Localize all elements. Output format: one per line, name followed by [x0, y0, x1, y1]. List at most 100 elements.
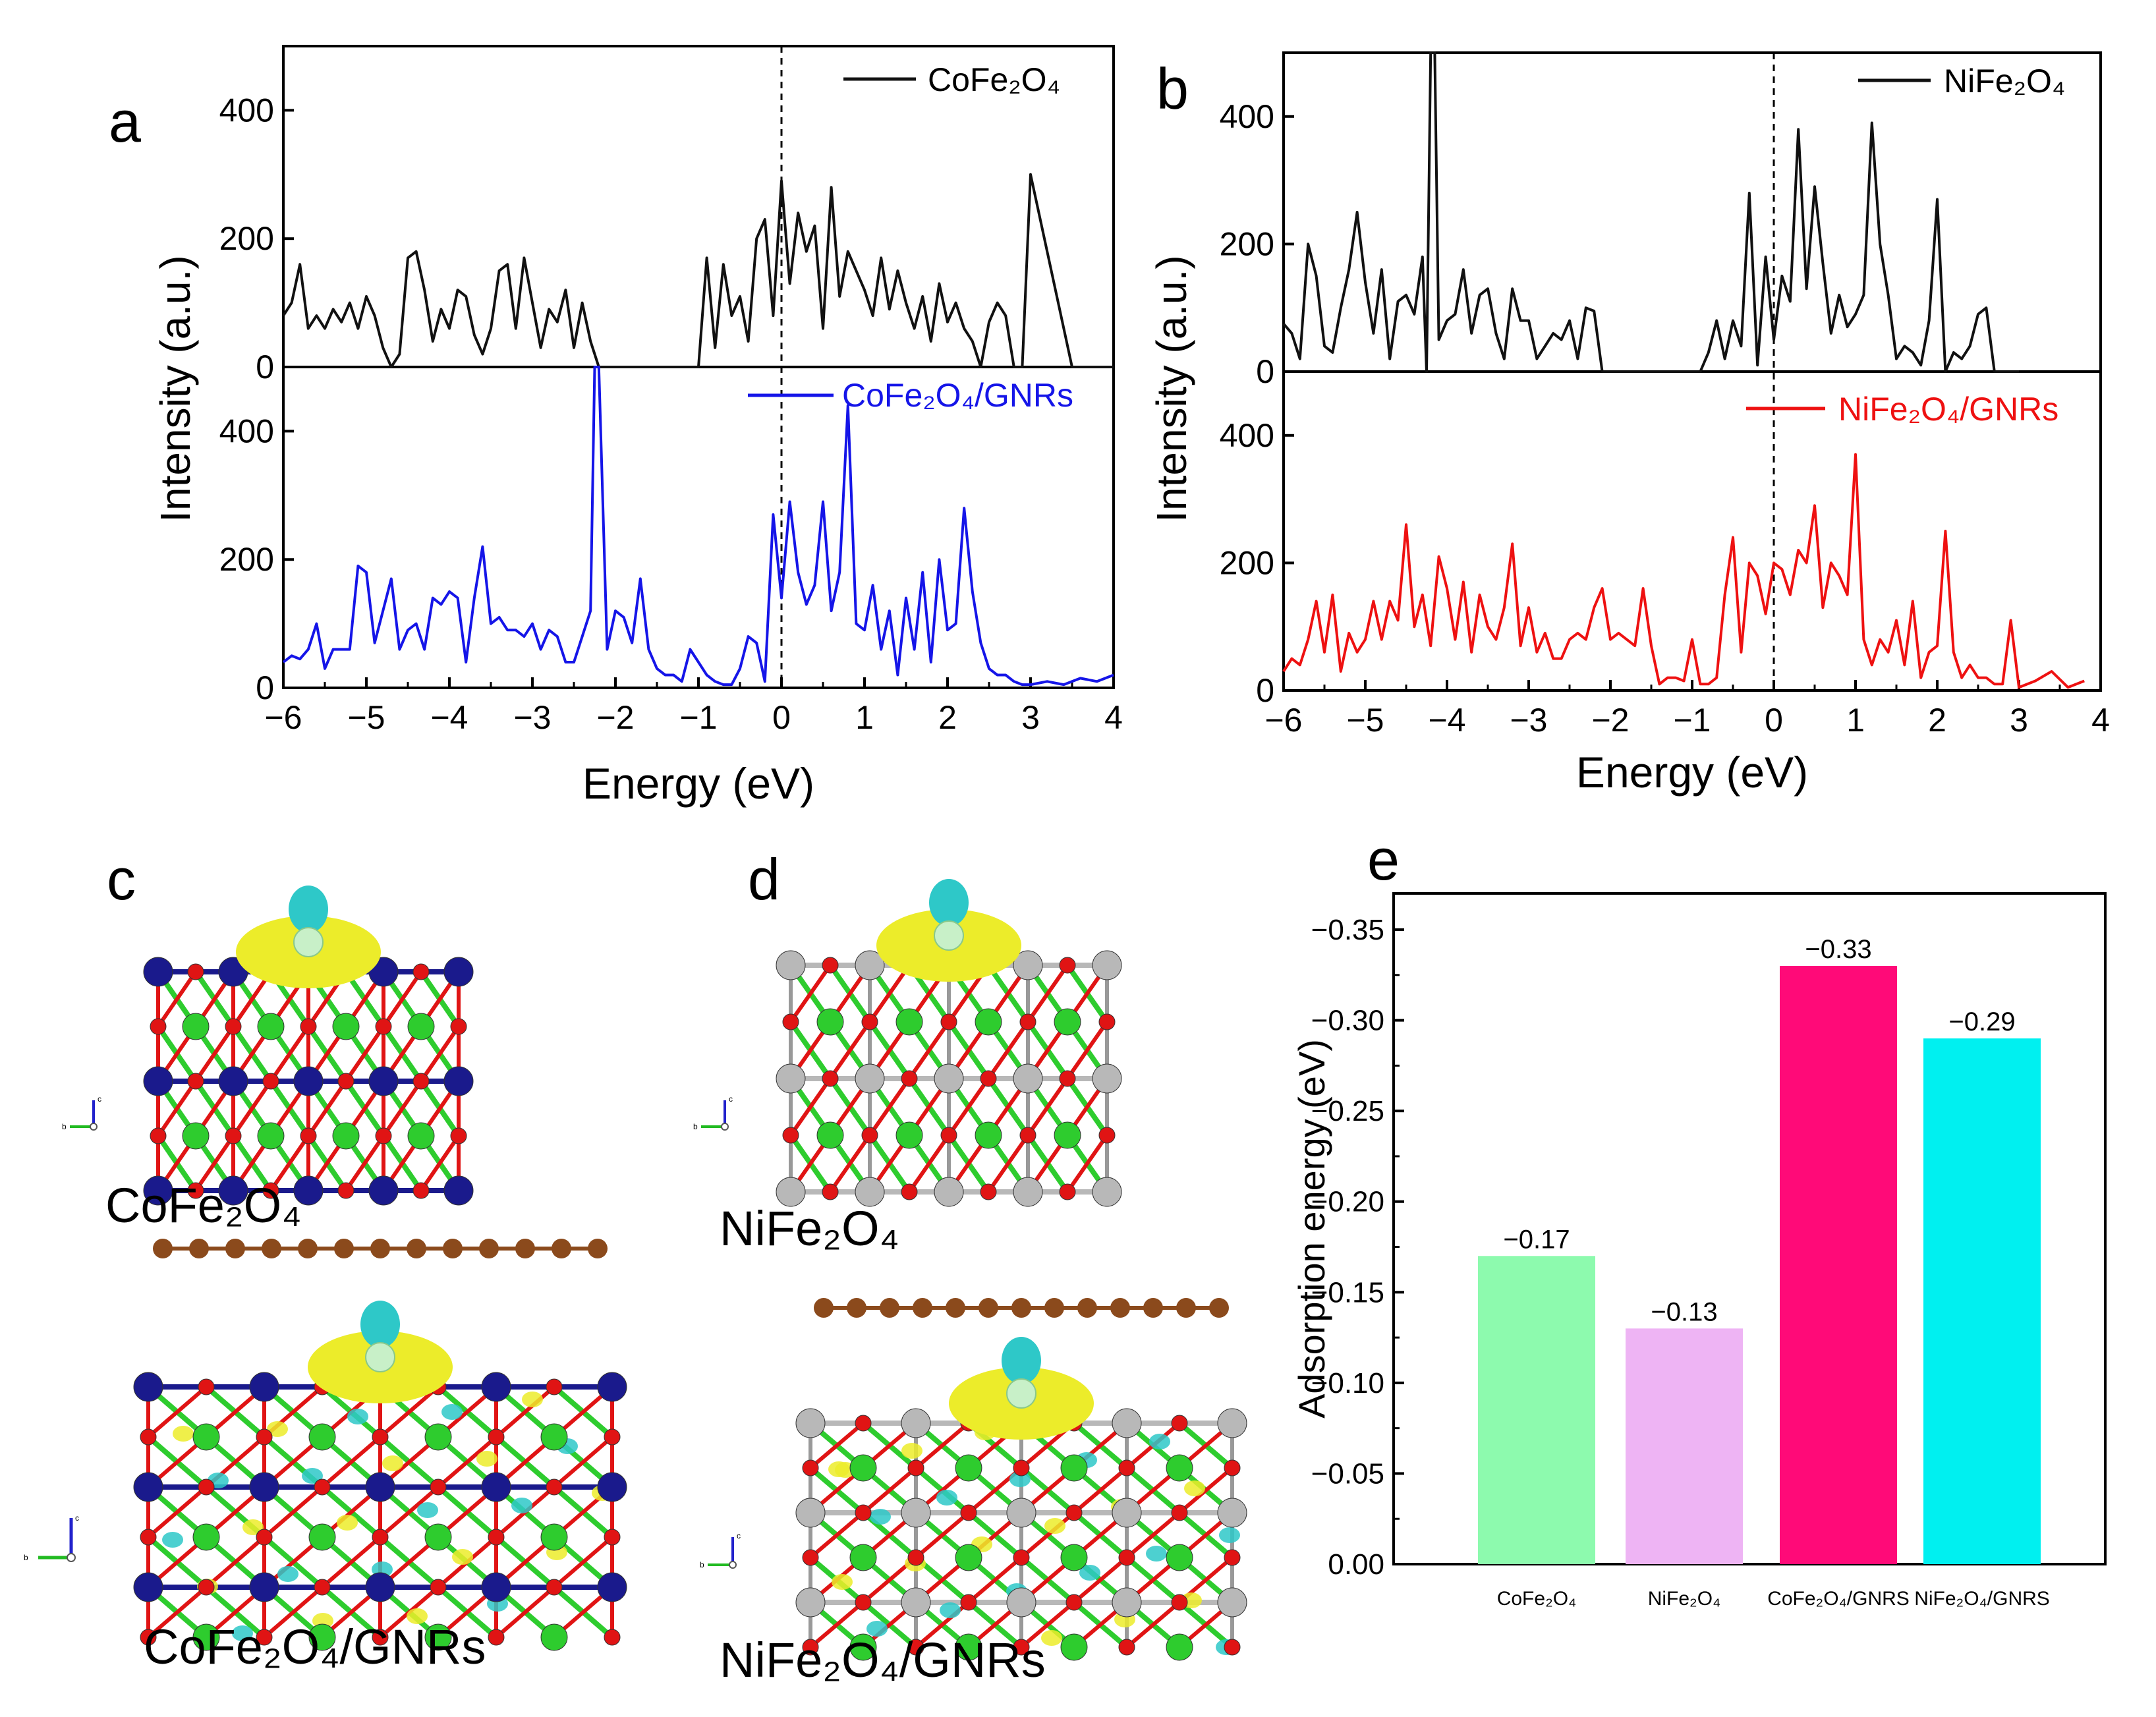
x-tick-label: 3	[2010, 702, 2028, 739]
atom	[488, 1529, 505, 1546]
charge-density-cloud	[289, 886, 328, 933]
atom	[1217, 1498, 1247, 1528]
y-tick-label: −0.10	[1311, 1367, 1384, 1399]
atom	[293, 1175, 324, 1206]
plot-frame-a-bottom	[282, 366, 1115, 689]
atom	[597, 1372, 627, 1402]
isosurface-blob	[173, 1426, 194, 1442]
structure-panel-c: CoFe₂O₄ CoFe₂O₄/GNRs c b c b	[24, 886, 627, 1674]
atom	[955, 1544, 982, 1571]
plot-frame-e	[1392, 892, 2107, 1565]
atom	[443, 1066, 474, 1096]
y-tick-label: −0.25	[1311, 1095, 1384, 1127]
isosurface-blob	[267, 1421, 288, 1437]
bar-value-label: −0.17	[1503, 1225, 1570, 1254]
bond	[306, 1080, 348, 1137]
bond	[809, 1421, 865, 1470]
cofe2o4-slab	[143, 886, 474, 1206]
isosurface-blob	[382, 1455, 403, 1471]
atom	[540, 1623, 568, 1651]
atom	[143, 1175, 173, 1206]
atom	[795, 1498, 826, 1528]
atom	[802, 1549, 819, 1566]
isosurface-blob	[936, 1490, 957, 1506]
axis-triad-c-top: c b	[62, 1094, 101, 1131]
atom	[822, 1183, 839, 1200]
atom	[140, 1428, 157, 1446]
axis-letter-b: b	[24, 1553, 28, 1562]
atom	[424, 1423, 452, 1451]
atom	[540, 1523, 568, 1551]
carbon-atom	[946, 1298, 965, 1318]
atom	[150, 1018, 167, 1035]
atom	[1118, 1549, 1135, 1566]
atom	[1224, 1459, 1241, 1477]
atom	[855, 950, 885, 980]
atom	[822, 1070, 839, 1087]
x-ticks-b: −6 −5 −4 −3 −2 −1 0 1 2 3 4	[1264, 680, 2110, 739]
atom	[368, 1175, 399, 1206]
atom	[955, 1633, 982, 1661]
dos-panel-b: 0 200 400 0 200 400 −6 −5 −4 −3 −2 −1 0 1 2 3 4 NiFe₂O₄…	[1148, 51, 2110, 797]
atom	[940, 1013, 957, 1030]
atom	[372, 1529, 389, 1546]
axis-triad-d-bottom: c b	[700, 1531, 741, 1569]
isosurface-blob	[522, 1392, 543, 1407]
legend-b-top: NiFe₂O₄	[1858, 63, 2065, 99]
legend-label-cofe2o4: CoFe₂O₄	[928, 61, 1060, 98]
atom	[795, 1587, 826, 1618]
legend-label-cofe2o4-gnrs: CoFe₂O₄/GNRs	[842, 377, 1073, 414]
bond	[947, 1077, 990, 1137]
atom	[901, 1498, 931, 1528]
bond	[495, 1585, 555, 1639]
atom	[1013, 1177, 1043, 1207]
atom	[262, 1073, 279, 1090]
carbon-atom	[1011, 1298, 1031, 1318]
y-tick-label: 200	[1220, 544, 1274, 581]
isosurface-blob	[1044, 1518, 1065, 1534]
bond	[828, 1134, 872, 1193]
bond	[967, 1556, 1023, 1604]
atom	[1098, 1013, 1116, 1030]
atom	[802, 1459, 819, 1477]
x-ticks-a: −6 −5 −4 −3 −2 −1 0 1 2 3 4	[264, 677, 1123, 736]
isosurface-blob	[511, 1498, 532, 1513]
y-tick-label: 0	[1256, 353, 1274, 390]
atom	[1059, 1183, 1076, 1200]
atom	[450, 1018, 467, 1035]
dos-line-nife2o4-gnrs	[1282, 453, 2085, 689]
atom	[412, 1182, 430, 1199]
atom	[249, 1472, 279, 1502]
bond	[1026, 1077, 1069, 1137]
isosurface-blob	[242, 1519, 264, 1535]
atom	[143, 1066, 173, 1096]
nife2o4-gnrs-slab	[795, 1298, 1247, 1661]
atom	[1013, 950, 1043, 980]
atom	[1092, 1063, 1122, 1094]
atom	[855, 1594, 872, 1611]
atom	[1059, 1070, 1076, 1087]
y-axis-label-b: Intensity (a.u.)	[1148, 255, 1195, 522]
atom	[249, 1572, 279, 1602]
atom	[546, 1478, 563, 1496]
atom	[1054, 1008, 1081, 1036]
y-tick-label: −0.15	[1311, 1276, 1384, 1309]
atom	[225, 1127, 242, 1144]
charge-density-cloud	[929, 879, 969, 926]
atom	[412, 1073, 430, 1090]
bond	[269, 1025, 310, 1083]
atom	[481, 1472, 511, 1502]
atom	[822, 957, 839, 974]
bond	[419, 1135, 461, 1192]
bar-value-label: −0.33	[1805, 935, 1871, 964]
carbon-atom	[552, 1239, 571, 1258]
atom	[849, 1454, 877, 1482]
atom	[597, 1572, 627, 1602]
bond	[553, 1535, 613, 1589]
bond	[263, 1485, 324, 1539]
dos-line-cofe2o4-gnrs	[282, 366, 1114, 687]
atom	[450, 1127, 467, 1144]
atom	[257, 1122, 285, 1150]
atom	[816, 1008, 844, 1036]
